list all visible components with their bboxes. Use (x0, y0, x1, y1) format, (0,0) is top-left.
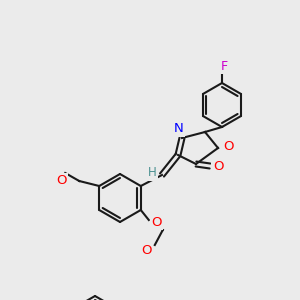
Text: O: O (223, 140, 233, 152)
Text: O: O (142, 244, 152, 256)
Text: F: F (220, 60, 228, 73)
Text: O: O (152, 215, 162, 229)
Text: N: N (174, 122, 184, 136)
Text: O: O (213, 160, 223, 172)
Text: H: H (148, 167, 156, 179)
Text: O: O (56, 175, 67, 188)
